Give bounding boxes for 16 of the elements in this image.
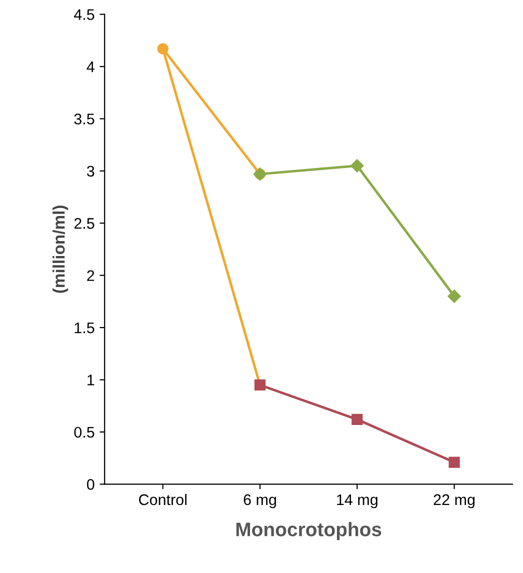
y-axis-title: (million/ml) [52, 206, 68, 293]
y-tick-label: 2 [87, 270, 94, 281]
y-tick-label: 1.5 [74, 322, 94, 334]
y-tick-label: 3.5 [74, 114, 94, 124]
y-tick-label: 0 [86, 479, 94, 490]
x-tick-label: 22 mg [434, 494, 475, 508]
x-tick-label: 6 mg [244, 494, 276, 508]
y-tick-label: 2.5 [74, 218, 94, 229]
x-tick-label: 14 mg [337, 494, 378, 508]
x-tick-label: Control [139, 494, 186, 506]
y-tick-label: 3 [86, 166, 94, 177]
x-axis-title: Monocrotophos [236, 522, 382, 540]
y-tick-label: 4.5 [74, 9, 94, 20]
y-tick-label: 1 [88, 374, 94, 386]
y-tick-label: 4 [86, 62, 94, 72]
y-tick-label: 0.5 [74, 426, 94, 438]
